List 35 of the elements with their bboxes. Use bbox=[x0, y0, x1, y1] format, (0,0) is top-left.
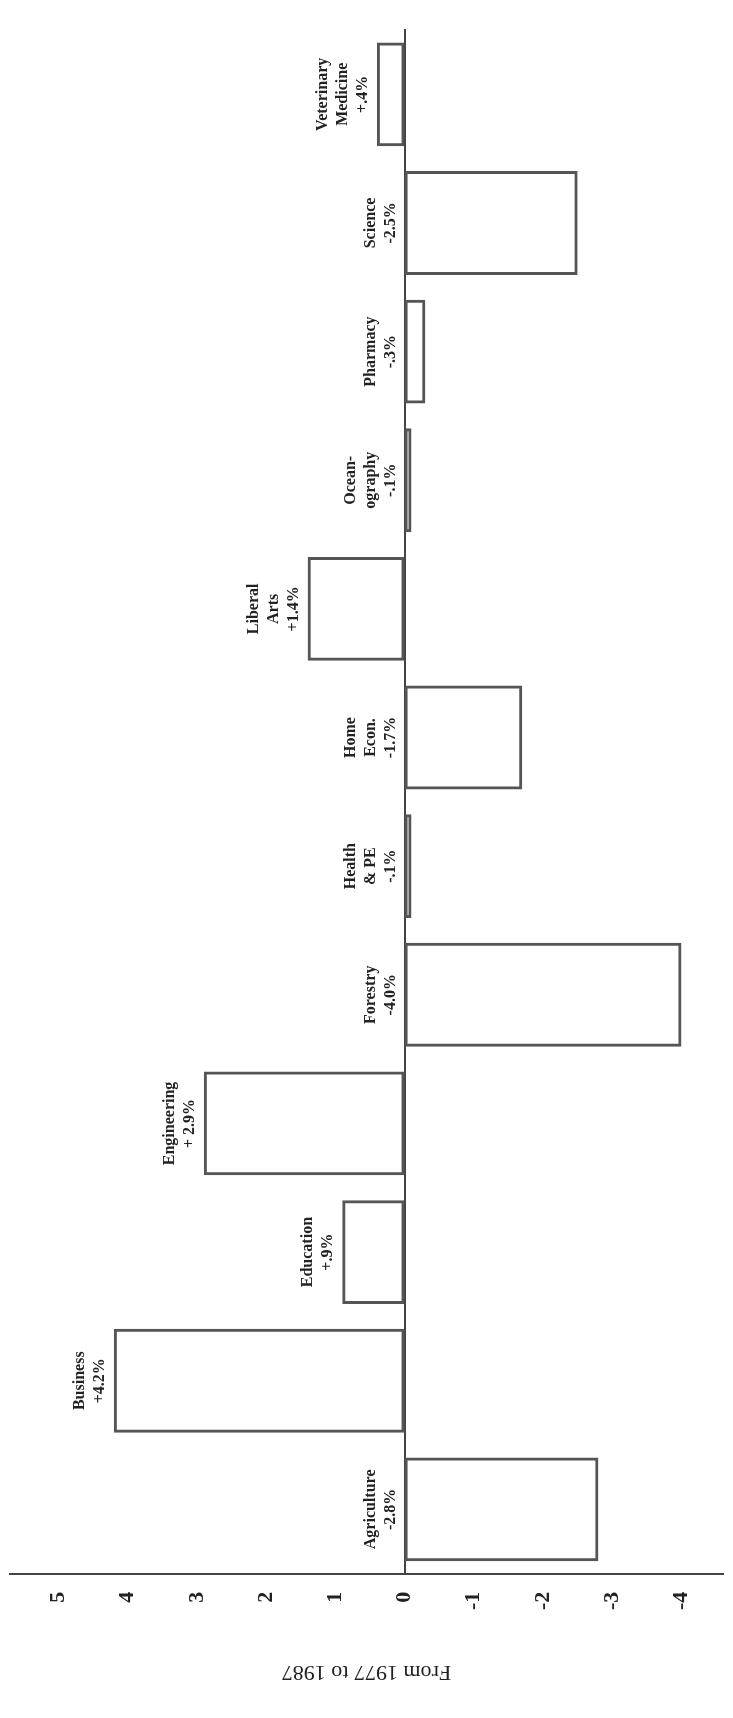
y-tick-label: Liberal Arts bbox=[243, 582, 281, 635]
y-tick-label: Health & PE bbox=[340, 842, 378, 890]
x-tick-label: -4 bbox=[667, 1591, 693, 1610]
data-label: +.9% bbox=[318, 1233, 336, 1271]
y-tick-label: Agriculture bbox=[360, 1469, 379, 1550]
data-label: -1.7% bbox=[380, 716, 398, 759]
x-tick-label: 5 bbox=[44, 1591, 70, 1603]
data-label: + 2.9% bbox=[179, 1098, 197, 1148]
x-tick-label: -1 bbox=[459, 1591, 485, 1610]
x-tick-label: 4 bbox=[113, 1591, 139, 1603]
y-tick-label: Veterinary Medicine bbox=[312, 57, 350, 131]
data-label: +1.4% bbox=[283, 586, 301, 632]
data-label: -4.0% bbox=[380, 974, 398, 1016]
y-tick-label: Business bbox=[69, 1351, 87, 1411]
data-label: -.3% bbox=[380, 334, 398, 369]
y-tick-label: Education bbox=[298, 1216, 316, 1288]
y-tick-label: Science bbox=[360, 197, 378, 249]
x-tick-label: 0 bbox=[390, 1591, 416, 1603]
y-tick-label: Forestry bbox=[360, 965, 379, 1024]
x-tick-label: 1 bbox=[321, 1591, 347, 1603]
y-tick-label: Engineering bbox=[159, 1081, 178, 1166]
x-tick-label: -2 bbox=[528, 1591, 554, 1610]
x-tick-label: -3 bbox=[597, 1591, 623, 1610]
data-label: +.4% bbox=[352, 75, 370, 113]
y-tick-label: Ocean-ography bbox=[340, 451, 379, 509]
x-axis-title: From 1977 to 1987 bbox=[281, 1661, 452, 1687]
data-label: -2.5% bbox=[380, 202, 398, 244]
data-label: -.1% bbox=[380, 463, 398, 497]
data-label: +4.2% bbox=[89, 1358, 107, 1404]
data-label: -2.8% bbox=[380, 1488, 398, 1531]
y-tick-label: Home Econ. bbox=[340, 717, 378, 758]
x-tick-label: 3 bbox=[182, 1591, 208, 1603]
x-tick-label: 2 bbox=[251, 1591, 277, 1603]
data-label: -.1% bbox=[380, 849, 398, 883]
y-tick-label: Pharmacy bbox=[360, 316, 379, 387]
